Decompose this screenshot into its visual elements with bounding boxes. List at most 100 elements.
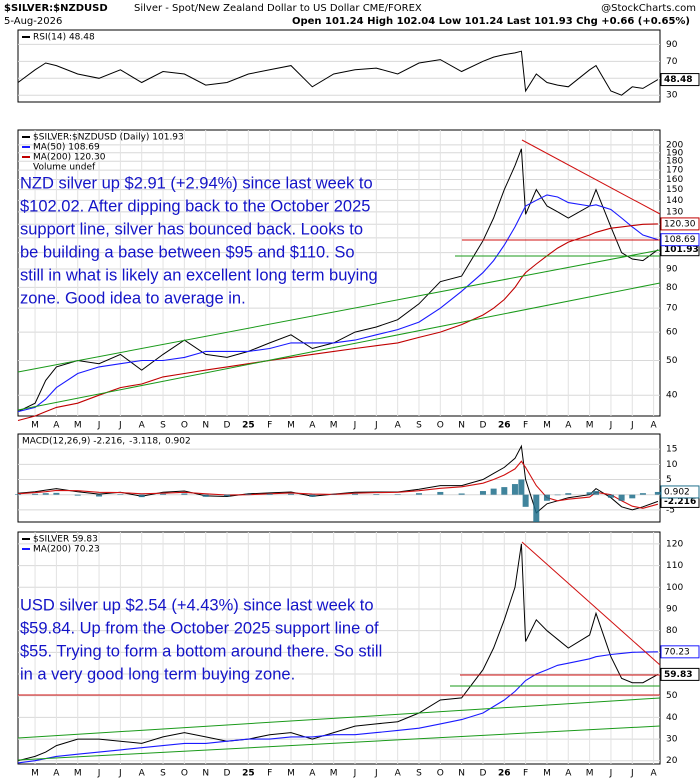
series-line — [17, 444, 659, 514]
histogram-bar — [501, 487, 508, 495]
y-tick-label: 150 — [666, 185, 683, 195]
x-tick-label: N — [458, 769, 465, 779]
last-value-label: 70.23 — [664, 647, 690, 657]
trend-line — [17, 697, 661, 739]
histogram-bar — [543, 494, 550, 501]
trend-lines — [17, 139, 661, 761]
y-tick-label: 170 — [666, 166, 683, 176]
x-tick-label: A — [565, 769, 572, 779]
last-value-box — [660, 73, 700, 87]
histogram-bar — [309, 494, 316, 497]
x-tick-label: M — [543, 769, 551, 779]
x-tick-label: F — [267, 421, 272, 431]
last-value-box — [660, 233, 700, 247]
x-tick-label: S — [160, 421, 166, 431]
series-line — [17, 50, 659, 96]
legend-label: MA(200) 70.23 — [33, 545, 100, 555]
last-value-label: 101.93 — [664, 245, 699, 255]
annotation: still in what is likely an excellent lon… — [20, 266, 378, 284]
x-tick-label: M — [586, 769, 594, 779]
y-tick-label: 120 — [666, 539, 683, 549]
histogram-bar — [490, 488, 497, 495]
histogram-bar — [654, 491, 661, 495]
histogram-bar — [266, 493, 273, 495]
x-tick-label: J — [609, 769, 613, 779]
histogram-bar — [330, 494, 337, 495]
x-tick-label: M — [330, 769, 338, 779]
legend-label: MA(200) 120.30 — [33, 153, 106, 163]
histogram-bar — [373, 494, 380, 495]
y-tick-label: 60 — [666, 328, 678, 338]
y-tick-label: 30 — [666, 91, 678, 101]
y-tick-label: 180 — [666, 157, 683, 167]
x-tick-label: A — [139, 769, 146, 779]
x-tick-label: O — [181, 421, 188, 431]
series-line — [17, 543, 659, 762]
y-tick-label: 140 — [666, 196, 683, 206]
histogram-bar — [607, 494, 614, 498]
x-tick-label: F — [523, 769, 528, 779]
histogram-bar — [42, 493, 49, 495]
last-value-box — [660, 485, 700, 499]
x-tick-label: A — [139, 421, 146, 431]
legend-label: MA(50) 108.69 — [33, 143, 100, 153]
histogram-bar — [629, 494, 636, 499]
histogram-bar — [394, 494, 401, 495]
x-tick-label: A — [395, 421, 402, 431]
annotation: $55. Trying to form a bottom around ther… — [20, 642, 382, 660]
x-tick-label: A — [565, 421, 572, 431]
histogram-bar — [511, 484, 518, 495]
y-tick-label: 90 — [666, 604, 678, 614]
y-tick-label: 90 — [666, 265, 678, 275]
histogram-bar — [245, 493, 252, 495]
x-tick-label: 26 — [498, 421, 511, 431]
last-value-box — [660, 645, 700, 659]
y-tick-label: 40 — [666, 713, 678, 723]
y-tick-label: 40 — [666, 391, 678, 401]
x-tick-label: A — [53, 769, 60, 779]
x-tick-label: J — [374, 421, 378, 431]
histogram-bar — [32, 493, 39, 495]
histogram-bar — [593, 491, 600, 495]
y-tick-label: 110 — [666, 561, 683, 571]
histogram-bar — [96, 494, 103, 497]
annotation: $59.84. Up from the October 2025 support… — [20, 619, 379, 637]
legend-label: 0.902 — [165, 437, 191, 447]
x-tick-label: N — [202, 421, 209, 431]
histogram-bar — [224, 494, 231, 497]
legend-label: RSI(14) 48.48 — [33, 33, 95, 43]
x-tick-label: N — [202, 769, 209, 779]
y-tick-label: -5 — [666, 505, 675, 515]
annotation: $102.02. After dipping back to the Octob… — [20, 197, 370, 215]
x-tick-label: 26 — [498, 769, 511, 779]
histogram-bar — [565, 493, 572, 495]
y-tick-label: 70 — [666, 304, 678, 314]
annotation: in a very good long term buying zone. — [20, 665, 295, 683]
x-tick-label: F — [523, 421, 528, 431]
x-tick-label: O — [437, 421, 444, 431]
x-tick-label: S — [160, 769, 166, 779]
x-tick-label: M — [287, 769, 295, 779]
x-tick-label: A — [395, 769, 402, 779]
trend-line — [521, 541, 661, 666]
histogram-bar — [74, 494, 81, 496]
histogram-bar — [479, 491, 486, 495]
histogram-bar — [351, 493, 358, 495]
x-tick-label: N — [458, 421, 465, 431]
x-tick-label: O — [181, 769, 188, 779]
series-line — [17, 223, 658, 422]
x-tick-label: D — [480, 421, 487, 431]
y-tick-label: 10 — [666, 460, 678, 470]
last-value-label: -2.216 — [664, 497, 696, 507]
x-tick-label: M — [543, 421, 551, 431]
x-tick-label: M — [330, 421, 338, 431]
x-tick-label: 25 — [242, 421, 255, 431]
x-tick-label: F — [267, 769, 272, 779]
legend-label: $SILVER:$NZDUSD (Daily) 101.93 — [33, 133, 184, 143]
x-tick-label: M — [74, 421, 82, 431]
x-tick-label: D — [224, 421, 231, 431]
trend-line — [17, 725, 661, 761]
last-value-label: 120.30 — [664, 219, 696, 229]
histogram-bar — [533, 494, 540, 522]
